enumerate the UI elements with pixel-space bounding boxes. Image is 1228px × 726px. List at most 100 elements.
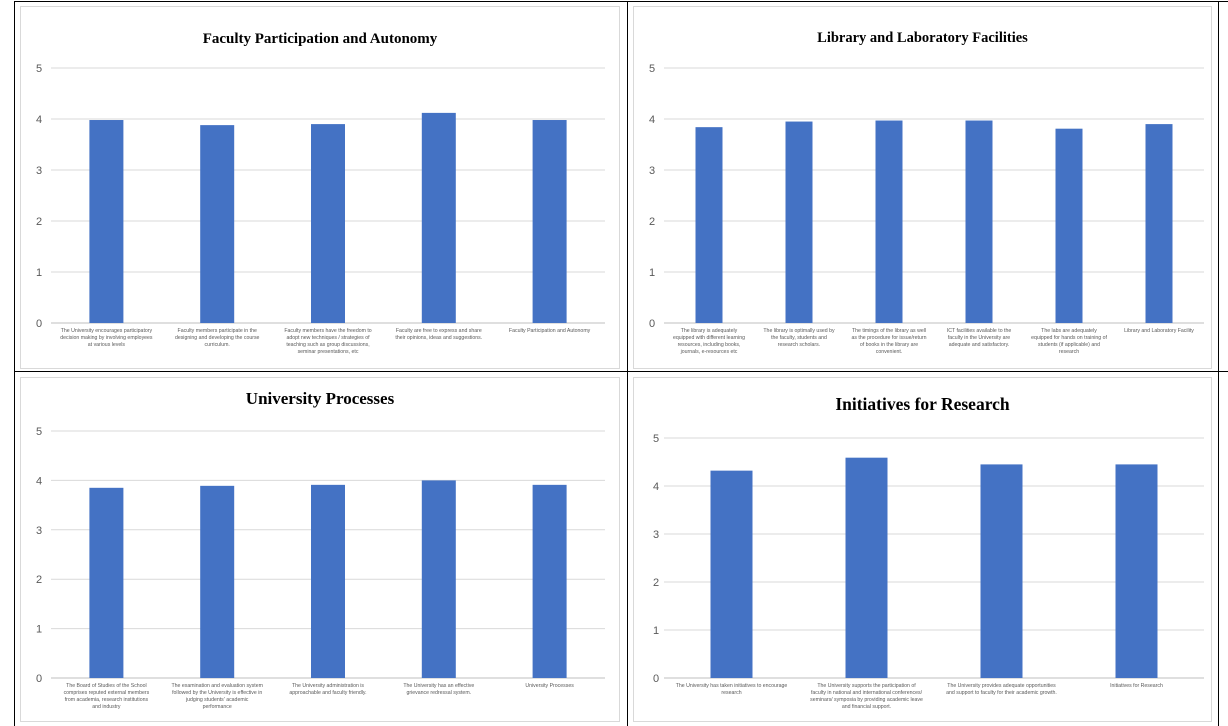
bar [200, 125, 235, 324]
x-category-label: The University encourages participatory d… [60, 328, 153, 348]
x-category-label-line: grievance redressal system. [407, 690, 472, 696]
x-category-label-line: students (if applicable) and [1038, 342, 1100, 348]
x-category-label: The University provides adequate opportu… [946, 683, 1057, 696]
x-category-label-line: performance [203, 704, 232, 710]
x-category-label-line: The library is optimally used by [763, 328, 835, 334]
x-category-label: Faculty members have the freedom to adopt… [284, 328, 371, 355]
bar [845, 457, 888, 678]
x-category-label-line: from academia, research institutions [65, 697, 149, 703]
y-tick-label: 5 [36, 426, 42, 438]
x-category-label-line: judging students' academic [185, 697, 249, 703]
x-category-label-line: curriculum. [205, 342, 230, 348]
x-category-label: The University has taken initiatives to … [676, 683, 788, 696]
y-tick-label: 3 [36, 525, 42, 537]
x-category-label-line: Faculty Participation and Autonomy [509, 328, 591, 334]
table-rule-middle [14, 371, 1228, 372]
y-tick-label: 0 [36, 673, 42, 685]
x-category-label-line: Initiatives for Research [1110, 683, 1163, 689]
x-category-label-line: The examination and evaluation system [171, 683, 262, 689]
x-category-label-line: comprises reputed external members [64, 690, 150, 696]
table-rule-right [1218, 1, 1219, 726]
y-tick-label: 4 [36, 114, 42, 126]
chart-title: University Processes [246, 389, 395, 408]
x-category-label-line: The University encourages participatory [61, 328, 153, 334]
y-tick-label: 4 [36, 475, 42, 487]
y-tick-label: 4 [649, 114, 655, 126]
x-category-label-line: ICT facilities available to the [947, 328, 1012, 334]
x-category-label-line: equipped with different learning [673, 335, 745, 341]
y-tick-label: 1 [36, 267, 42, 279]
x-category-label: The University supports the participatio… [810, 683, 923, 710]
bar [875, 120, 903, 323]
x-category-label-line: and support to faculty for their academi… [946, 690, 1057, 696]
x-category-label-line: seminars/ symposia by providing academic… [810, 697, 923, 703]
y-tick-label: 1 [649, 267, 655, 279]
table-rule-center [627, 1, 628, 726]
x-category-label-line: The library is adequately [681, 328, 738, 334]
bar [785, 121, 813, 323]
y-tick-label: 0 [653, 673, 659, 685]
x-category-label-line: The University has an effective [403, 683, 474, 689]
x-category-label: The timings of the library as well as the… [852, 328, 927, 355]
x-category-label-line: The University provides adequate opportu… [947, 683, 1056, 689]
bar [695, 127, 723, 323]
y-tick-label: 1 [653, 625, 659, 637]
bar [710, 470, 753, 678]
x-category-label-line: the faculty, students and [771, 335, 827, 341]
x-category-label-line: Library and Laboratory Facility [1124, 328, 1194, 334]
bar [1115, 464, 1158, 678]
y-tick-label: 5 [36, 63, 42, 75]
chart-faculty-participation: Faculty Participation and Autonomy 0 1 2 3 4 5… [20, 6, 620, 369]
chart-svg-1: Faculty Participation and Autonomy 0 1 2 3 4 5… [36, 31, 605, 355]
bar [532, 484, 567, 678]
x-category-label-line: The University has taken initiatives to … [676, 683, 788, 689]
x-category-label-line: faculty in national and international co… [811, 690, 923, 696]
x-category-label-line: The labs are adequately [1041, 328, 1097, 334]
y-tick-label: 5 [649, 63, 655, 75]
x-category-label: The library is adequately equipped with d… [673, 328, 745, 355]
x-category-label: University Processes [525, 683, 574, 689]
x-category-label: Library and Laboratory Facility [1124, 328, 1194, 334]
x-category-label-line: research scholars. [778, 342, 820, 348]
y-tick-label: 2 [653, 577, 659, 589]
x-category-label-line: Faculty are free to express and share [396, 328, 482, 334]
x-category-label-line: University Processes [525, 683, 574, 689]
x-category-label: The library is optimally used by the facu… [763, 328, 835, 348]
x-category-label: The Board of Studies of the School compri… [64, 683, 150, 710]
x-category-label-line: of books in the library are [860, 342, 918, 348]
x-category-label-line: at various levels [88, 342, 126, 348]
y-tick-label: 3 [653, 529, 659, 541]
x-category-label-line: The University supports the participatio… [817, 683, 916, 689]
table-rule-left [14, 1, 15, 726]
table-rule-top [14, 1, 1228, 2]
y-tick-label: 2 [36, 216, 42, 228]
chart-title: Faculty Participation and Autonomy [203, 31, 438, 47]
chart-library-laboratory: Library and Laboratory Facilities 0 1 2 3 4 5 T… [633, 6, 1212, 369]
chart-svg-4: Initiatives for Research 0 1 2 3 4 5 The Univer… [653, 394, 1204, 710]
bar [200, 485, 235, 678]
bar [311, 124, 345, 323]
x-category-label-line: The timings of the library as well [852, 328, 926, 334]
x-category-label-line: Faculty members participate in the [178, 328, 257, 334]
x-category-label: Faculty Participation and Autonomy [509, 328, 591, 334]
chart-title: Initiatives for Research [835, 394, 1010, 414]
x-category-label-line: research [721, 690, 741, 696]
x-category-label-line: and financial support. [842, 704, 891, 710]
x-category-label-line: decision making by involving employees [60, 335, 153, 341]
chart-title: Library and Laboratory Facilities [817, 30, 1028, 46]
bar [421, 112, 456, 323]
x-category-label-line: adopt new techniques / strategies of [286, 335, 370, 341]
x-category-label-line: convenient. [876, 349, 903, 355]
y-tick-label: 5 [653, 433, 659, 445]
x-category-label: The University administration is approach… [289, 683, 366, 696]
y-tick-label: 0 [649, 318, 655, 330]
y-tick-label: 3 [36, 165, 42, 177]
x-category-label: The labs are adequately equipped for hand… [1031, 328, 1107, 355]
x-category-label-line: The University administration is [292, 683, 364, 689]
x-category-label: Faculty members participate in the design… [175, 328, 260, 348]
bar [89, 120, 124, 324]
x-category-label-line: and industry [92, 704, 121, 710]
x-category-label-line: as the procedure for issue/return [852, 335, 927, 341]
x-category-label-line: resources, including books, [678, 342, 741, 348]
bar [965, 120, 993, 323]
